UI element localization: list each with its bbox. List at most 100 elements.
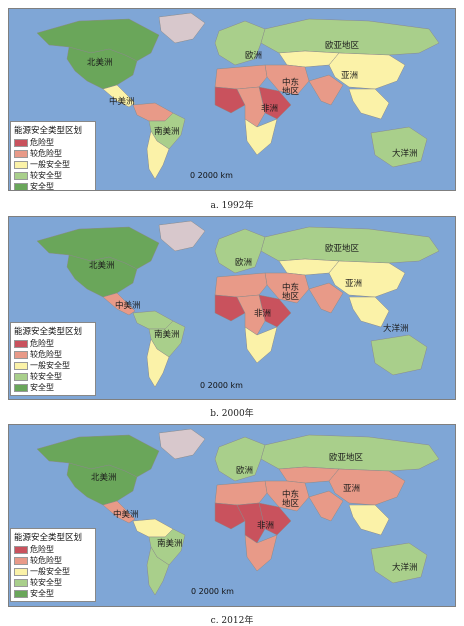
legend-label: 危险型 bbox=[30, 339, 54, 348]
region-china bbox=[328, 52, 406, 90]
legend-label: 较安全型 bbox=[30, 171, 62, 180]
scale-bar: 0 2000 km bbox=[191, 587, 234, 596]
legend-swatch bbox=[14, 383, 28, 392]
region-australia bbox=[370, 126, 428, 168]
region-india bbox=[308, 490, 344, 522]
legend-item: 安全型 bbox=[14, 382, 92, 393]
legend-item: 危险型 bbox=[14, 137, 92, 148]
legend-label: 安全型 bbox=[30, 182, 54, 191]
region-se-asia bbox=[348, 296, 390, 328]
label-europe: 欧洲 bbox=[245, 51, 263, 61]
legend-swatch bbox=[14, 138, 28, 147]
region-w-africa bbox=[214, 294, 246, 322]
region-central-america bbox=[102, 292, 136, 316]
legend-label: 较安全型 bbox=[30, 578, 62, 587]
region-greenland bbox=[158, 12, 206, 44]
legend-item: 较安全型 bbox=[14, 577, 92, 588]
legend-label: 较安全型 bbox=[30, 372, 62, 381]
region-usa bbox=[66, 462, 138, 506]
legend-swatch bbox=[14, 372, 28, 381]
scale-bar: 0 2000 km bbox=[200, 381, 243, 390]
legend-2012: 能源安全类型区划 危险型较危险型一般安全型较安全型安全型 bbox=[10, 528, 96, 602]
label-south-america: 南美洲 bbox=[154, 330, 180, 340]
legend-title: 能源安全类型区划 bbox=[14, 126, 83, 136]
region-europe bbox=[214, 20, 266, 66]
legend-title: 能源安全类型区划 bbox=[14, 533, 83, 543]
region-middle-east bbox=[264, 64, 310, 96]
region-south-america-n bbox=[132, 310, 174, 330]
legend-label: 较危险型 bbox=[30, 149, 62, 158]
region-middle-east bbox=[264, 272, 310, 304]
legend-label: 一般安全型 bbox=[30, 361, 70, 370]
legend-swatch bbox=[14, 567, 28, 576]
legend-rows: 危险型较危险型一般安全型较安全型安全型 bbox=[14, 137, 92, 191]
region-s-africa bbox=[244, 326, 278, 364]
legend-title: 能源安全类型区划 bbox=[14, 327, 83, 337]
region-greenland bbox=[158, 428, 206, 460]
region-n-africa bbox=[214, 480, 268, 506]
region-se-asia bbox=[348, 504, 390, 536]
map-panel-2012: 北美洲 中美洲 南美洲 欧洲 欧亚地区 亚洲 中东 地区 非洲 大洋洲 能源安全类… bbox=[8, 424, 456, 607]
region-australia bbox=[370, 334, 428, 376]
legend-rows: 危险型较危险型一般安全型较安全型安全型 bbox=[14, 544, 92, 599]
caption-2012: c. 2012年 bbox=[210, 616, 254, 626]
region-s-africa bbox=[244, 534, 278, 572]
region-australia bbox=[370, 542, 428, 584]
legend-label: 安全型 bbox=[30, 383, 54, 392]
label-oceania: 大洋洲 bbox=[392, 149, 418, 159]
label-middle-east: 中东 地区 bbox=[282, 490, 300, 509]
region-europe bbox=[214, 436, 266, 482]
legend-item: 安全型 bbox=[14, 181, 92, 191]
legend-swatch bbox=[14, 171, 28, 180]
legend-swatch bbox=[14, 361, 28, 370]
label-asia: 亚洲 bbox=[345, 279, 363, 289]
legend-label: 危险型 bbox=[30, 138, 54, 147]
label-middle-east: 中东 地区 bbox=[282, 78, 300, 97]
legend-label: 一般安全型 bbox=[30, 160, 70, 169]
legend-swatch bbox=[14, 545, 28, 554]
label-south-america: 南美洲 bbox=[154, 127, 180, 137]
region-south-america-s bbox=[146, 546, 170, 596]
label-south-america: 南美洲 bbox=[157, 539, 183, 549]
legend-item: 较危险型 bbox=[14, 349, 92, 360]
legend-item: 危险型 bbox=[14, 544, 92, 555]
label-asia: 亚洲 bbox=[341, 71, 359, 81]
legend-item: 一般安全型 bbox=[14, 360, 92, 371]
legend-label: 较危险型 bbox=[30, 556, 62, 565]
region-india bbox=[308, 282, 344, 314]
label-eurasia: 欧亚地区 bbox=[329, 453, 364, 463]
legend-item: 较安全型 bbox=[14, 371, 92, 382]
label-middle-east: 中东 地区 bbox=[282, 283, 300, 302]
legend-rows: 危险型较危险型一般安全型较安全型安全型 bbox=[14, 338, 92, 393]
legend-item: 较危险型 bbox=[14, 148, 92, 159]
legend-item: 安全型 bbox=[14, 588, 92, 599]
legend-item: 危险型 bbox=[14, 338, 92, 349]
world-map-2012 bbox=[36, 428, 440, 596]
map-panel-2000: 北美洲 中美洲 南美洲 欧洲 欧亚地区 亚洲 中东 地区 非洲 大洋洲 能源安全类… bbox=[8, 216, 456, 400]
region-w-africa bbox=[214, 86, 246, 114]
legend-label: 危险型 bbox=[30, 545, 54, 554]
label-central-america: 中美洲 bbox=[115, 301, 141, 311]
label-central-america: 中美洲 bbox=[113, 510, 139, 520]
legend-swatch bbox=[14, 149, 28, 158]
region-se-asia bbox=[348, 88, 390, 120]
region-india bbox=[308, 74, 344, 106]
legend-swatch bbox=[14, 182, 28, 190]
label-asia: 亚洲 bbox=[343, 484, 361, 494]
region-china bbox=[328, 468, 406, 506]
world-map-2000 bbox=[36, 220, 440, 388]
legend-swatch bbox=[14, 350, 28, 359]
legend-item: 一般安全型 bbox=[14, 566, 92, 577]
legend-1992: 能源安全类型区划 危险型较危险型一般安全型较安全型安全型 bbox=[10, 121, 96, 191]
legend-swatch bbox=[14, 556, 28, 565]
label-eurasia: 欧亚地区 bbox=[325, 41, 360, 51]
legend-label: 一般安全型 bbox=[30, 567, 70, 576]
world-map-1992 bbox=[36, 12, 440, 180]
legend-label: 较危险型 bbox=[30, 350, 62, 359]
legend-2000: 能源安全类型区划 危险型较危险型一般安全型较安全型安全型 bbox=[10, 322, 96, 396]
label-europe: 欧洲 bbox=[236, 466, 254, 476]
label-oceania: 大洋洲 bbox=[383, 324, 409, 334]
legend-label: 安全型 bbox=[30, 589, 54, 598]
label-eurasia: 欧亚地区 bbox=[325, 244, 360, 254]
region-south-america-n bbox=[132, 518, 174, 538]
